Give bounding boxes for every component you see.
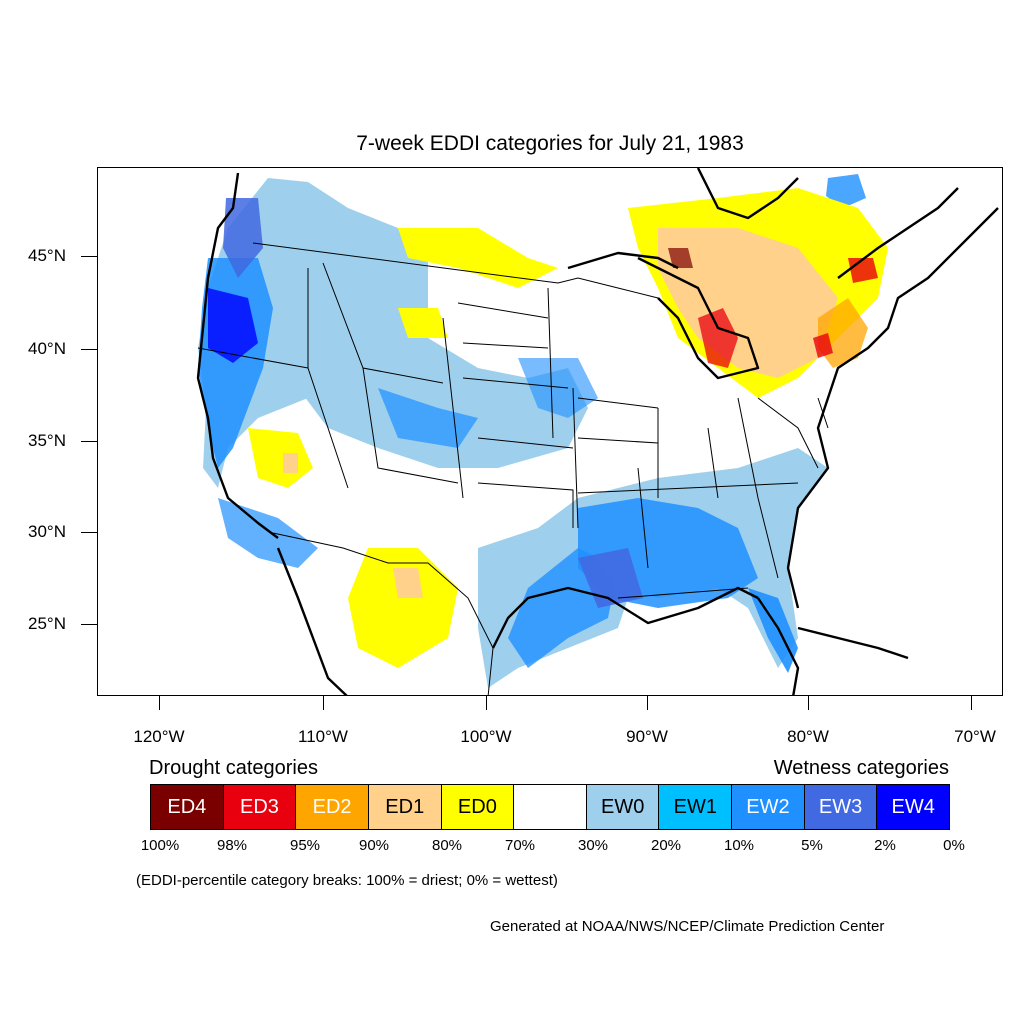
lon-tick <box>808 696 809 710</box>
wet-region-washington-coast <box>223 198 263 278</box>
lat-label-45: 45°N <box>28 246 66 265</box>
coast-lake-superior <box>567 251 679 270</box>
wet-region-oregon-core <box>208 288 258 363</box>
legend-swatch-ed0: ED0 <box>441 785 515 829</box>
coast-atlantic <box>786 207 999 609</box>
coast-gulf <box>491 586 759 649</box>
break-label: 5% <box>801 837 823 854</box>
dry-region-new-mexico-core <box>393 568 423 598</box>
credit-line: Generated at NOAA/NWS/NCEP/Climate Predi… <box>490 918 885 935</box>
break-label: 30% <box>577 837 609 854</box>
lon-label-120: 120°W <box>133 727 185 746</box>
lat-tick <box>81 441 97 442</box>
break-label: 98% <box>216 837 248 854</box>
wet-region-quebec <box>826 174 866 208</box>
legend-swatch-ew2: EW2 <box>732 785 805 829</box>
lat-tick <box>81 256 97 257</box>
lat-label-25: 25°N <box>28 614 66 633</box>
dry-region-nevada-core <box>283 453 298 473</box>
lon-tick <box>159 696 160 710</box>
lon-label-70: 70°W <box>954 727 996 746</box>
legend-swatch-ed3: ED3 <box>223 785 297 829</box>
break-label: 10% <box>723 837 755 854</box>
legend-swatch-ed1: ED1 <box>368 785 442 829</box>
break-label: 80% <box>431 837 463 854</box>
lat-tick <box>81 532 97 533</box>
dry-region-north-dakota <box>398 308 448 338</box>
legend-swatch-ew3: EW3 <box>804 785 878 829</box>
wet-region-southwest <box>218 498 318 568</box>
eddi-map <box>196 168 999 695</box>
break-label: 70% <box>504 837 536 854</box>
coast-pacific <box>196 172 279 539</box>
dry-region-pennsylvania <box>813 333 833 358</box>
coast-cuba <box>797 626 909 660</box>
break-label: 100% <box>140 837 180 854</box>
lat-label-40: 40°N <box>28 339 66 358</box>
border-canada <box>252 242 659 299</box>
lat-tick <box>81 349 97 350</box>
break-label: 0% <box>943 837 965 854</box>
coast-baja <box>276 547 348 695</box>
coast-st-lawrence <box>837 187 959 279</box>
map-title: 7-week EDDI categories for July 21, 1983 <box>356 132 744 155</box>
legend-swatch-ed2: ED2 <box>296 785 369 829</box>
dry-region-montana <box>398 228 558 288</box>
dry-region-new-mexico <box>348 548 458 668</box>
break-label: 20% <box>650 837 682 854</box>
break-label: 2% <box>874 837 896 854</box>
legend-swatch-ew0: EW0 <box>586 785 660 829</box>
drought-categories-heading: Drought categories <box>149 757 318 779</box>
dry-region-nevada <box>248 428 313 488</box>
dry-region-ontario-core <box>668 248 693 268</box>
map-frame <box>97 167 1003 696</box>
lon-tick <box>971 696 972 710</box>
category-break-note: (EDDI-percentile category breaks: 100% =… <box>136 872 558 889</box>
break-label: 95% <box>289 837 321 854</box>
wet-region-florida <box>748 588 798 673</box>
legend-swatch-neutral <box>514 785 587 829</box>
legend-swatch-ew1: EW1 <box>659 785 733 829</box>
wetness-categories-heading: Wetness categories <box>773 757 949 779</box>
lon-label-80: 80°W <box>787 727 829 746</box>
lat-label-35: 35°N <box>28 431 66 450</box>
lon-label-90: 90°W <box>626 727 668 746</box>
break-label: 90% <box>358 837 390 854</box>
lon-tick <box>486 696 487 710</box>
wet-region-rockies <box>288 278 588 468</box>
dry-region-michigan <box>698 308 738 368</box>
lon-tick <box>647 696 648 710</box>
wet-region-louisiana <box>578 548 643 608</box>
legend-swatch-ed4: ED4 <box>151 785 224 829</box>
lon-label-110: 110°W <box>298 727 348 746</box>
wet-region-colorado <box>378 388 478 448</box>
lon-tick <box>323 696 324 710</box>
coast-florida <box>757 597 800 695</box>
lat-tick <box>81 624 97 625</box>
wet-region-plains <box>518 358 598 418</box>
lon-label-100: 100°W <box>460 727 512 746</box>
lat-label-30: 30°N <box>28 522 66 541</box>
category-legend: ED4 ED3 ED2 ED1 ED0 EW0 EW1 EW2 EW3 EW4 <box>150 784 950 830</box>
coast-hudson <box>696 168 799 220</box>
coast-great-lakes <box>637 256 760 380</box>
legend-swatch-ew4: EW4 <box>877 785 950 829</box>
